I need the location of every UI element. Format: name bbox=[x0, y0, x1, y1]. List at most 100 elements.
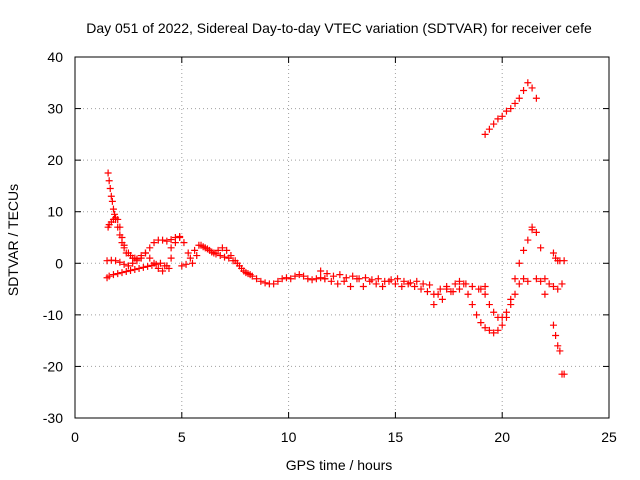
data-point bbox=[154, 264, 162, 272]
data-point bbox=[229, 257, 237, 265]
data-point bbox=[481, 282, 489, 290]
data-point bbox=[532, 228, 540, 236]
data-point bbox=[554, 285, 562, 293]
data-point bbox=[419, 280, 427, 288]
data-point bbox=[541, 275, 549, 283]
data-point bbox=[327, 277, 335, 285]
data-point bbox=[141, 249, 149, 257]
data-point bbox=[498, 112, 506, 120]
data-point bbox=[278, 275, 286, 283]
data-point bbox=[368, 276, 376, 284]
data-point bbox=[552, 331, 560, 339]
data-point bbox=[212, 250, 220, 258]
data-point bbox=[109, 205, 117, 213]
y-tick-label: -20 bbox=[43, 358, 63, 374]
data-point bbox=[541, 290, 549, 298]
data-point bbox=[274, 277, 282, 285]
data-point bbox=[124, 262, 132, 270]
x-tick-label: 25 bbox=[601, 429, 617, 445]
data-point bbox=[135, 264, 143, 272]
data-point bbox=[291, 272, 299, 280]
data-point bbox=[133, 255, 141, 263]
data-point bbox=[139, 263, 147, 271]
data-point bbox=[520, 87, 528, 95]
data-point bbox=[511, 275, 519, 283]
data-point bbox=[116, 258, 124, 266]
plot-frame bbox=[74, 56, 610, 419]
y-tick-label: 0 bbox=[55, 255, 63, 271]
data-point bbox=[137, 252, 145, 260]
x-tick-label: 10 bbox=[281, 429, 297, 445]
data-point bbox=[347, 282, 355, 290]
data-point bbox=[515, 259, 523, 267]
data-point bbox=[300, 272, 308, 280]
y-tick-label: 20 bbox=[47, 152, 63, 168]
data-point bbox=[167, 236, 175, 244]
data-point bbox=[400, 277, 408, 285]
data-point bbox=[334, 280, 342, 288]
data-point bbox=[387, 276, 395, 284]
data-point bbox=[105, 272, 113, 280]
data-point bbox=[455, 277, 463, 285]
data-point bbox=[203, 245, 211, 253]
data-point bbox=[191, 246, 199, 254]
data-point bbox=[233, 259, 241, 267]
data-point bbox=[242, 269, 250, 277]
data-point bbox=[131, 265, 139, 273]
data-point bbox=[349, 272, 357, 280]
data-point bbox=[340, 277, 348, 285]
data-point bbox=[528, 84, 536, 92]
y-tick-label: 40 bbox=[47, 49, 63, 65]
data-point bbox=[417, 285, 425, 293]
data-point bbox=[430, 301, 438, 309]
data-point bbox=[193, 252, 201, 260]
grid bbox=[75, 57, 609, 418]
data-point bbox=[490, 308, 498, 316]
data-point bbox=[520, 246, 528, 254]
data-point bbox=[167, 244, 175, 252]
x-tick-label: 20 bbox=[494, 429, 510, 445]
data-point bbox=[515, 94, 523, 102]
data-point bbox=[216, 252, 224, 260]
data-point bbox=[116, 223, 124, 231]
data-point bbox=[537, 277, 545, 285]
data-point bbox=[178, 262, 186, 270]
data-point bbox=[379, 282, 387, 290]
data-point bbox=[199, 243, 207, 251]
data-point bbox=[549, 321, 557, 329]
data-point bbox=[485, 326, 493, 334]
data-point bbox=[447, 288, 455, 296]
data-point bbox=[323, 270, 331, 278]
data-point bbox=[225, 254, 233, 262]
data-point bbox=[455, 285, 463, 293]
data-point bbox=[549, 282, 557, 290]
data-point bbox=[524, 79, 532, 87]
data-point bbox=[443, 285, 451, 293]
data-point bbox=[537, 244, 545, 252]
data-point bbox=[221, 253, 229, 261]
data-point bbox=[129, 259, 137, 267]
data-point bbox=[329, 272, 337, 280]
data-point bbox=[342, 274, 350, 282]
data-point bbox=[127, 267, 135, 275]
data-point bbox=[120, 260, 128, 268]
data-point bbox=[532, 275, 540, 283]
data-point bbox=[257, 277, 265, 285]
data-point bbox=[464, 290, 472, 298]
data-point bbox=[498, 321, 506, 329]
data-point bbox=[411, 282, 419, 290]
data-point bbox=[434, 290, 442, 298]
data-point bbox=[423, 288, 431, 296]
data-point bbox=[426, 281, 434, 289]
data-point bbox=[108, 197, 116, 205]
data-point bbox=[374, 275, 382, 283]
data-point bbox=[485, 301, 493, 309]
data-point bbox=[107, 192, 115, 200]
data-point bbox=[511, 290, 519, 298]
y-tick-label: 30 bbox=[47, 101, 63, 117]
data-point bbox=[146, 244, 154, 252]
data-point bbox=[317, 267, 325, 275]
data-point bbox=[549, 249, 557, 257]
data-point bbox=[532, 94, 540, 102]
data-point bbox=[146, 254, 154, 262]
